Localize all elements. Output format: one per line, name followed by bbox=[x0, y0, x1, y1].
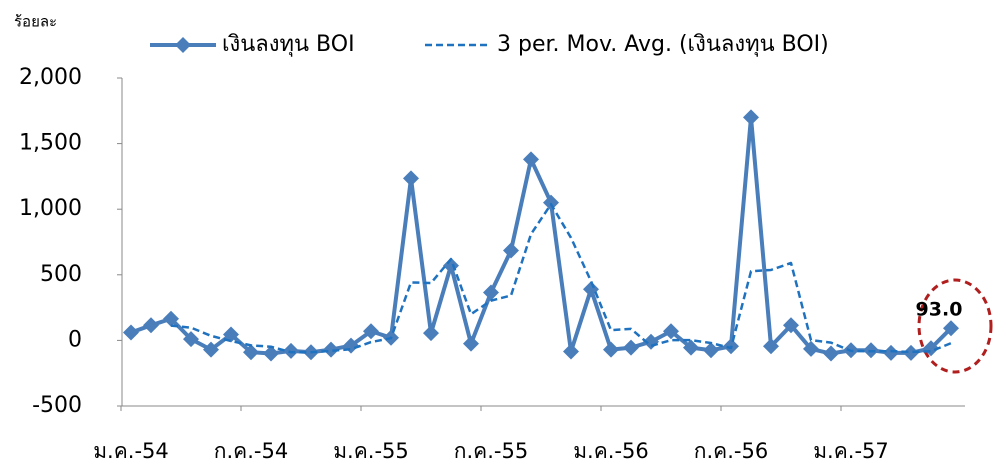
marker bbox=[503, 242, 519, 259]
marker bbox=[123, 324, 139, 341]
marker bbox=[203, 341, 219, 358]
marker bbox=[743, 109, 759, 126]
marker bbox=[263, 345, 279, 362]
x-tick-label: ก.ค.-55 bbox=[454, 439, 528, 463]
y-tick-label: 2,000 bbox=[19, 65, 82, 90]
marker bbox=[943, 320, 959, 337]
marker bbox=[883, 344, 899, 361]
y-tick-label: 0 bbox=[68, 327, 82, 352]
series-line bbox=[170, 202, 952, 354]
marker bbox=[763, 338, 779, 355]
y-tick-label: 500 bbox=[40, 262, 82, 287]
marker bbox=[523, 151, 539, 168]
x-tick-label: ม.ค.-56 bbox=[573, 439, 649, 463]
marker bbox=[223, 326, 239, 343]
y-axis-label: ร้อยละ bbox=[14, 13, 57, 31]
data-label: 93.0 bbox=[916, 299, 963, 321]
y-tick-label: 1,500 bbox=[19, 131, 82, 156]
legend-label: เงินลงทุน BOI bbox=[222, 32, 355, 57]
marker bbox=[783, 317, 799, 334]
marker bbox=[323, 341, 339, 358]
marker bbox=[163, 310, 179, 327]
marker bbox=[903, 344, 919, 361]
marker bbox=[183, 331, 199, 348]
marker bbox=[663, 323, 679, 340]
marker bbox=[803, 340, 819, 357]
highlight-circle bbox=[917, 278, 993, 374]
marker bbox=[703, 342, 719, 359]
marker bbox=[683, 339, 699, 356]
marker bbox=[423, 325, 439, 342]
y-tick-label: -500 bbox=[32, 393, 82, 418]
marker bbox=[483, 284, 499, 301]
x-tick-label: ก.ค.-56 bbox=[694, 439, 768, 463]
marker bbox=[143, 317, 159, 334]
marker bbox=[243, 344, 259, 361]
legend-label: 3 per. Mov. Avg. (เงินลงทุน BOI) bbox=[497, 32, 829, 57]
x-tick-label: ก.ค.-54 bbox=[214, 439, 288, 463]
marker bbox=[283, 342, 299, 359]
marker bbox=[403, 170, 419, 187]
legend-marker bbox=[175, 37, 191, 53]
x-tick-label: ม.ค.-54 bbox=[93, 439, 169, 463]
marker bbox=[543, 194, 559, 211]
marker bbox=[823, 345, 839, 362]
marker bbox=[623, 339, 639, 356]
marker bbox=[363, 323, 379, 340]
x-tick-label: ม.ค.-55 bbox=[333, 439, 409, 463]
series-line bbox=[130, 115, 953, 356]
x-tick-label: ม.ค.-57 bbox=[813, 439, 889, 463]
marker bbox=[563, 343, 579, 360]
marker bbox=[463, 335, 479, 352]
y-tick-label: 1,000 bbox=[19, 196, 82, 221]
marker bbox=[603, 341, 619, 358]
